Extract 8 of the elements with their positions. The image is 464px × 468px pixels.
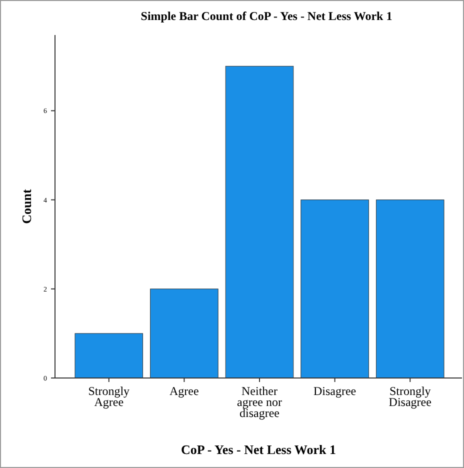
chart-title: Simple Bar Count of CoP - Yes - Net Less Work 1 [140,9,392,23]
y-axis-title: Count [19,188,34,224]
x-tick-label: Disagree [313,384,356,398]
x-tick-label: Strongly Agree [88,384,130,409]
x-tick-label: Strongly Disagree [388,384,432,409]
x-tick-label: Agree [170,384,199,398]
x-tick-label: Neither agree nor disagree [237,384,282,420]
x-axis-title: CoP - Yes - Net Less Work 1 [181,442,336,457]
